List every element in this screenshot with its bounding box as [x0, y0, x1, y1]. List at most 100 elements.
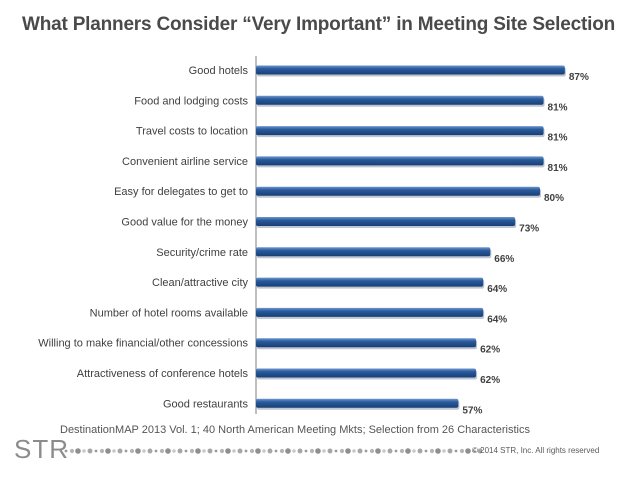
- str-logo: STR: [12, 426, 68, 470]
- decorative-dot: [82, 449, 86, 453]
- decorative-dot: [472, 449, 476, 453]
- category-label: Number of hotel rooms available: [90, 307, 248, 319]
- decorative-dot: [417, 448, 423, 454]
- decorative-dot: [244, 449, 248, 453]
- bar: [256, 95, 544, 105]
- decorative-dot: [322, 449, 326, 453]
- decorative-dot: [165, 448, 171, 454]
- bar: [256, 126, 544, 136]
- value-label: 64%: [487, 314, 507, 325]
- decorative-dot: [369, 448, 375, 454]
- decorative-dot: [399, 448, 405, 454]
- decorative-dot: [405, 448, 411, 454]
- decorative-dot: [345, 448, 351, 454]
- decorative-dot: [459, 448, 465, 454]
- decorative-dot: [172, 449, 176, 453]
- value-label: 64%: [487, 284, 507, 295]
- decorative-dot: [352, 449, 356, 453]
- decorative-dot: [477, 448, 482, 454]
- decorative-dot: [334, 449, 338, 453]
- category-label: Willing to make financial/other concessi…: [38, 338, 248, 350]
- decorative-dot: [75, 448, 81, 454]
- bar: [256, 368, 477, 378]
- bar: [256, 186, 540, 196]
- bar: [256, 217, 516, 226]
- category-label: Easy for delegates to get to: [114, 186, 248, 198]
- decorative-dot: [124, 449, 128, 453]
- decorative-dot: [225, 448, 231, 454]
- copyright-text: © 2014 STR, Inc. All rights reserved: [472, 446, 600, 455]
- bar: [256, 307, 484, 317]
- decorative-dot: [189, 448, 195, 454]
- decorative-dot: [94, 449, 98, 453]
- decorative-dot: [382, 449, 386, 453]
- category-label: Good hotels: [189, 65, 249, 77]
- decorative-dot: [154, 449, 158, 453]
- value-label: 80%: [544, 193, 564, 204]
- decorative-dot: [465, 448, 471, 454]
- decorative-dot: [112, 449, 116, 453]
- decorative-dot: [214, 449, 218, 453]
- value-label: 81%: [548, 163, 568, 174]
- decorative-dot: [424, 449, 428, 453]
- decorative-dot: [147, 448, 153, 454]
- decorative-dot: [105, 448, 111, 454]
- decorative-dot: [315, 448, 321, 454]
- bar-chart: Good hotels 87% Food and lodging costs 81% T…: [38, 56, 589, 416]
- category-label: Good restaurants: [163, 398, 248, 410]
- decorative-dot: [364, 449, 368, 453]
- decorative-dot: [135, 448, 141, 454]
- decorative-dot: [267, 448, 273, 454]
- decorative-dot: [207, 448, 213, 454]
- decorative-dot: [304, 449, 308, 453]
- decorative-dot: [327, 448, 333, 454]
- bar: [256, 277, 484, 287]
- decorative-dot: [255, 448, 261, 454]
- decorative-dot: [387, 448, 393, 454]
- decorative-dot: [177, 448, 183, 454]
- decorative-dot: [219, 448, 225, 454]
- decorative-dot-band: [64, 448, 482, 454]
- bar: [256, 398, 459, 408]
- value-label: 62%: [480, 345, 500, 356]
- decorative-dot: [249, 448, 255, 454]
- decorative-dot: [184, 449, 188, 453]
- value-label: 81%: [548, 102, 568, 113]
- decorative-dot: [435, 448, 441, 454]
- category-label: Travel costs to location: [136, 126, 248, 138]
- decorative-dot: [69, 448, 75, 454]
- value-label: 73%: [519, 224, 539, 235]
- decorative-dot: [339, 448, 345, 454]
- decorative-dot: [279, 448, 285, 454]
- decorative-dot: [454, 449, 458, 453]
- decorative-dot: [202, 449, 206, 453]
- decorative-dot: [429, 448, 435, 454]
- decorative-dot: [262, 449, 266, 453]
- source-note: DestinationMAP 2013 Vol. 1; 40 North Ame…: [60, 424, 530, 436]
- decorative-dot: [64, 449, 68, 453]
- decorative-dot: [357, 448, 363, 454]
- category-label: Food and lodging costs: [134, 95, 248, 107]
- decorative-dot: [394, 449, 398, 453]
- value-label: 62%: [480, 375, 500, 386]
- decorative-dot: [447, 448, 453, 454]
- decorative-dot: [309, 448, 315, 454]
- bar: [256, 247, 491, 257]
- value-label: 66%: [494, 254, 514, 265]
- category-label: Attractiveness of conference hotels: [77, 368, 249, 380]
- decorative-dot: [159, 448, 165, 454]
- chart-title: What Planners Consider “Very Important” …: [22, 14, 616, 35]
- category-label: Security/crime rate: [156, 247, 248, 259]
- decorative-dot: [274, 449, 278, 453]
- decorative-dot: [412, 449, 416, 453]
- decorative-dot: [375, 448, 381, 454]
- decorative-dot: [237, 448, 243, 454]
- decorative-dot: [99, 448, 105, 454]
- decorative-dot: [292, 449, 296, 453]
- decorative-dot: [297, 448, 303, 454]
- decorative-dot: [232, 449, 236, 453]
- value-label: 81%: [548, 133, 568, 144]
- decorative-dot: [142, 449, 146, 453]
- bar: [256, 65, 565, 75]
- decorative-dot: [195, 448, 201, 454]
